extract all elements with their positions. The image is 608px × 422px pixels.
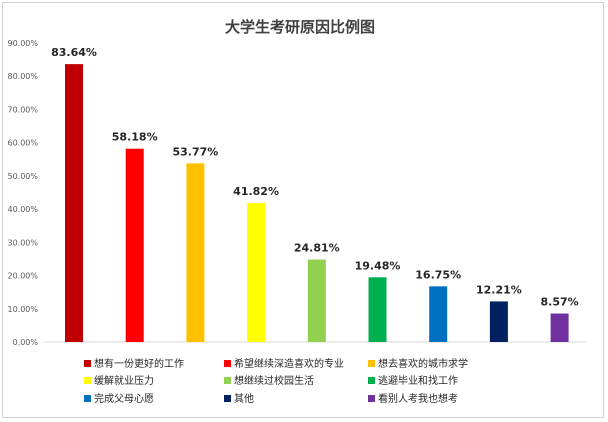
legend-swatch bbox=[224, 377, 231, 384]
legend-swatch bbox=[84, 377, 91, 384]
data-labels: 83.64% 58.18% 53.77% 41.82% 24.81% 19.48% 16.7… bbox=[51, 46, 579, 308]
y-tick-label: 60.00% bbox=[7, 139, 38, 148]
y-tick-label: 0.00% bbox=[13, 338, 39, 347]
legend-swatch bbox=[84, 395, 91, 402]
legend-label: 完成父母心愿 bbox=[94, 392, 154, 405]
legend-label: 希望继续深造喜欢的专业 bbox=[234, 357, 344, 370]
legend-swatch bbox=[84, 360, 91, 367]
legend-label: 想去喜欢的城市求学 bbox=[378, 357, 468, 370]
legend-label: 其他 bbox=[234, 392, 254, 405]
legend-swatch bbox=[224, 360, 231, 367]
legend-label: 想有一份更好的工作 bbox=[94, 357, 184, 370]
y-tick-label: 10.00% bbox=[7, 305, 38, 314]
data-label: 58.18% bbox=[112, 131, 158, 144]
legend-label: 想继续过校园生活 bbox=[234, 374, 314, 387]
chart-title: 大学生考研原因比例图 bbox=[225, 18, 375, 36]
legend-label: 缓解就业压力 bbox=[94, 374, 154, 387]
bar bbox=[65, 64, 83, 342]
legend-swatch bbox=[368, 395, 375, 402]
y-tick-label: 80.00% bbox=[7, 72, 38, 81]
data-label: 53.77% bbox=[172, 145, 218, 158]
bar bbox=[186, 163, 205, 342]
bar bbox=[489, 301, 508, 342]
legend-label: 逃避毕业和找工作 bbox=[378, 374, 458, 387]
bar bbox=[550, 313, 569, 342]
legend-swatch bbox=[368, 360, 375, 367]
y-tick-label: 30.00% bbox=[7, 238, 38, 247]
data-label: 19.48% bbox=[355, 259, 401, 272]
data-label: 16.75% bbox=[415, 268, 461, 281]
y-axis: 0.00% 10.00% 20.00% 30.00% 40.00% 50.00% 60.00… bbox=[7, 39, 586, 347]
data-label: 12.21% bbox=[476, 283, 522, 296]
y-tick-label: 40.00% bbox=[7, 205, 38, 214]
legend-label: 看别人考我也想考 bbox=[378, 392, 458, 405]
legend-swatch bbox=[224, 395, 231, 402]
y-tick-label: 90.00% bbox=[7, 39, 38, 48]
bar bbox=[307, 259, 326, 342]
data-label: 8.57% bbox=[541, 296, 579, 309]
bars bbox=[65, 64, 569, 342]
y-tick-label: 70.00% bbox=[7, 105, 38, 114]
y-tick-label: 20.00% bbox=[7, 272, 38, 281]
bar bbox=[429, 286, 448, 342]
bar bbox=[247, 203, 266, 342]
legend-swatch bbox=[368, 377, 375, 384]
data-label: 24.81% bbox=[294, 242, 340, 255]
bar bbox=[125, 148, 144, 342]
data-label: 41.82% bbox=[233, 185, 279, 198]
data-label: 83.64% bbox=[51, 46, 97, 59]
y-tick-label: 50.00% bbox=[7, 172, 38, 181]
chart-frame bbox=[2, 2, 604, 418]
bar bbox=[368, 277, 387, 342]
